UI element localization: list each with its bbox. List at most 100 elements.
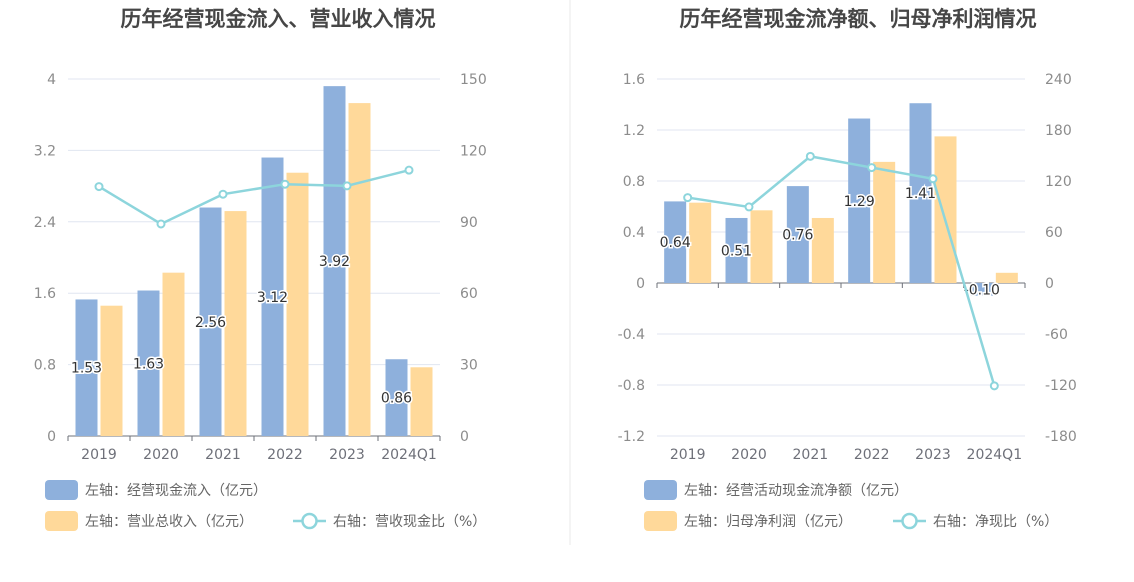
- chart-1-category-label: 2020: [143, 447, 179, 463]
- chart-1-bar-series-1: [75, 299, 98, 436]
- chart-1-data-label: 0.86: [381, 391, 412, 407]
- chart-2-category-label: 2019: [670, 447, 706, 463]
- chart-2-line-point: [867, 163, 877, 173]
- chart-1-line-point: [94, 182, 104, 192]
- chart-1-category-label: 2021: [205, 447, 241, 463]
- chart-1-legend-swatch-2: [45, 511, 78, 531]
- chart-2-data-label: 0.64: [660, 235, 691, 251]
- chart-2-left-tick-label: 1.2: [623, 123, 645, 139]
- chart-1-right-tick-label: 60: [460, 286, 478, 302]
- chart-2-bar-series-2: [689, 202, 712, 283]
- chart-1-left-tick-label: 4: [47, 72, 56, 88]
- chart-2-bar-series-2: [873, 161, 896, 283]
- chart-1-title: 历年经营现金流入、营业收入情况: [121, 7, 436, 31]
- chart-2-category-label: 2020: [731, 447, 767, 463]
- chart-2-legend-point-swatch: [901, 512, 918, 530]
- chart-2-bar-series-2: [750, 210, 773, 283]
- chart-1-line-point: [156, 219, 166, 229]
- chart-1-legend-point-swatch: [301, 512, 318, 530]
- chart-1-bar-series-1: [385, 359, 408, 436]
- chart-2-right-tick-label: 120: [1045, 174, 1072, 190]
- chart-1-bar-series-2: [162, 272, 185, 436]
- chart-2-category-label: 2021: [793, 447, 829, 463]
- chart-2-right-tick-label: -180: [1045, 429, 1077, 445]
- chart-1-legend-label-2: 左轴：营业总收入（亿元）: [85, 514, 253, 530]
- chart-2-right-tick-label: 180: [1045, 123, 1072, 139]
- chart-1-data-label: 1.53: [71, 361, 102, 377]
- chart-2-data-label: -0.10: [964, 282, 1000, 298]
- chart-1-right-tick-label: 150: [460, 72, 487, 88]
- chart-2-left-tick-label: 1.6: [623, 72, 645, 88]
- chart-2-category-label: 2023: [915, 447, 951, 463]
- chart-2-legend-swatch-2: [644, 511, 677, 531]
- chart-2-bar-series-2: [811, 217, 834, 283]
- chart-1-line-point: [280, 179, 290, 189]
- chart-2-line-point: [928, 174, 938, 184]
- chart-2-data-label: 0.76: [782, 228, 813, 244]
- chart-2-legend-label-3: 右轴：净现比（%）: [933, 514, 1058, 530]
- chart-1-plot: 0 0 0.8 30 1.6 60 2.4 90 3.2 120 4 150 2019 2020 2021 2…: [34, 72, 487, 531]
- chart-2-right-tick-label: 60: [1045, 225, 1063, 241]
- chart-1-bar-series-2: [224, 211, 247, 436]
- chart-1-data-label: 3.12: [257, 290, 288, 306]
- chart-2-left-tick-label: -0.4: [618, 327, 645, 343]
- chart-1-right-tick-label: 90: [460, 215, 478, 231]
- chart-2-legend-label-1: 左轴：经营活动现金流净额（亿元）: [684, 483, 908, 499]
- chart-1-bar-series-2: [410, 367, 433, 436]
- chart-2-category-label: 2022: [854, 447, 890, 463]
- chart-1-right-tick-label: 120: [460, 143, 487, 159]
- chart-1-data-label: 3.92: [319, 254, 350, 270]
- chart-2-left-tick-label: -0.8: [618, 378, 645, 394]
- chart-1-bar-series-1: [261, 157, 284, 437]
- chart-2-data-label: 1.41: [905, 186, 936, 202]
- chart-1-legend-swatch-1: [45, 480, 78, 500]
- chart-1-line-point: [404, 165, 414, 175]
- chart-2-bar-series-1: [970, 283, 993, 296]
- chart-1-line-point: [218, 189, 228, 199]
- chart-2-bar-series-2: [934, 136, 957, 283]
- chart-2-right-tick-label: -120: [1045, 378, 1077, 394]
- chart-1-data-label: 2.56: [195, 315, 226, 331]
- chart-1-category-label: 2022: [267, 447, 303, 463]
- chart-1-line-series: [98, 168, 410, 226]
- chart-2-right-tick-label: 240: [1045, 72, 1072, 88]
- chart-1-bar-series-1: [137, 290, 160, 436]
- chart-1-category-label: 2023: [329, 447, 365, 463]
- chart-2-right-tick-label: -60: [1045, 327, 1068, 343]
- chart-2-line-point: [683, 193, 693, 203]
- chart-2-data-label: 1.29: [844, 194, 875, 210]
- chart-2-line-point: [805, 151, 815, 161]
- chart-1-bar-series-1: [323, 86, 346, 436]
- chart-1-bar-series-1: [199, 207, 222, 436]
- chart-1-bar-series-2: [348, 103, 371, 436]
- chart-1-bar-series-2: [100, 305, 123, 436]
- chart-1-legend-label-3: 右轴：营收现金比（%）: [333, 514, 486, 530]
- chart-2-legend-label-2: 左轴：归母净利润（亿元）: [684, 513, 852, 530]
- chart-2-plot: -1.2 -180 -0.8 -120 -0.4 -60 0 0 0.4 60 0.8 120 1.2 1…: [618, 72, 1077, 531]
- chart-2-left-tick-label: 0: [636, 276, 645, 292]
- chart-2-line-point: [989, 381, 999, 391]
- chart-1-line-point: [342, 181, 352, 191]
- chart-2-legend-swatch-1: [644, 480, 677, 500]
- chart-2-bar-series-1: [664, 201, 687, 283]
- chart-2-bar-series-1: [909, 103, 932, 283]
- chart-2-bar-series-1: [725, 217, 748, 283]
- chart-2-category-label: 2024Q1: [967, 447, 1023, 463]
- chart-2-right-tick-label: 0: [1045, 276, 1054, 292]
- chart-1-data-label: 1.63: [133, 356, 164, 372]
- chart-1-category-label: 2019: [81, 447, 117, 463]
- chart-1-category-label: 2024Q1: [381, 447, 437, 463]
- chart-1-left-tick-label: 1.6: [34, 286, 56, 302]
- chart-2-line-series: [687, 155, 996, 387]
- chart-2-left-tick-label: 0.4: [623, 225, 645, 241]
- chart-2-left-tick-label: -1.2: [618, 429, 645, 445]
- chart-2-data-label: 0.51: [721, 243, 752, 259]
- chart-1-right-tick-label: 30: [460, 358, 478, 374]
- chart-1-left-tick-label: 0: [47, 429, 56, 445]
- chart-2-bar-series-1: [786, 186, 809, 283]
- chart-1-left-tick-label: 0.8: [34, 358, 56, 374]
- chart-1-legend-label-1: 左轴：经营现金流入（亿元）: [85, 483, 267, 499]
- chart-2-left-tick-label: 0.8: [623, 174, 645, 190]
- chart-1-left-tick-label: 2.4: [34, 215, 56, 231]
